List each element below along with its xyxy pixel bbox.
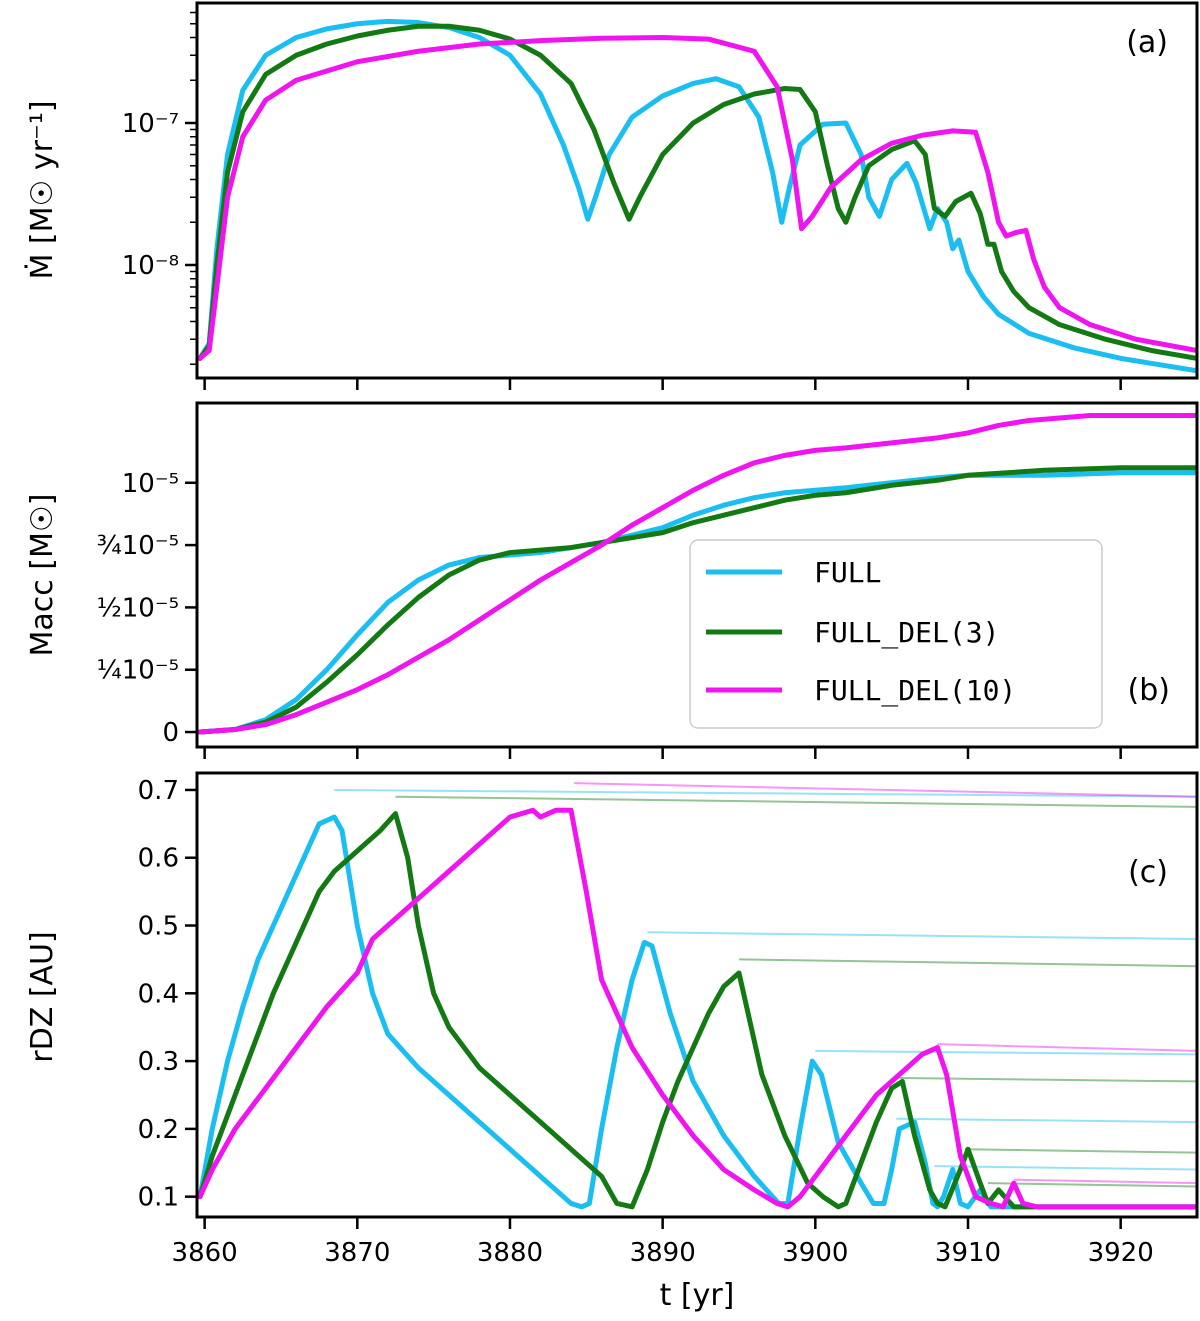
panel-a-tag: (a): [1126, 25, 1168, 60]
xtick-label-0: 3860: [172, 1238, 238, 1268]
ytick-label-c-1: 0.2: [138, 1115, 179, 1145]
plateau-trace-full-del-3-4: [987, 1182, 1197, 1188]
plateau-trace-full-del-3-0: [395, 795, 1197, 808]
x-axis-label: t [yr]: [660, 1278, 735, 1313]
legend: FULL FULL_DEL(3) FULL_DEL(10): [689, 539, 1103, 729]
panel-c-frame: [195, 771, 1199, 1219]
series-line-c-full-del-10: [197, 807, 1197, 1210]
ytick-label-b-0: 0: [162, 718, 179, 748]
ytick-label-c-2: 0.3: [138, 1047, 179, 1077]
series-line-b-full-del-10: [197, 412, 1197, 735]
series-line-c-full: [197, 814, 1197, 1210]
panel-b-tag: (b): [1128, 673, 1170, 708]
series-line-a-full-del-3: [197, 23, 1197, 361]
ytick-label-c-6: 0.7: [138, 776, 179, 806]
legend-frame: [689, 539, 1103, 729]
plateau-trace-full-del-3-1: [738, 958, 1197, 968]
series-line-a-full: [197, 18, 1197, 374]
xtick-label-5: 3910: [935, 1238, 1001, 1268]
plateau-trace-full-del-10-0: [574, 782, 1197, 798]
panel-c-ylabel: rDZ [AU]: [25, 931, 60, 1062]
series-line-a-full-del-10: [197, 35, 1197, 361]
panel-a: 10⁻⁸ 10⁻⁷ (a) Ṁ [M☉ yr⁻¹]: [24, 1, 1199, 390]
xtick-label-6: 3920: [1088, 1238, 1154, 1268]
panel-c-tag: (c): [1128, 855, 1168, 890]
plateau-trace-full-del-3-3: [964, 1148, 1197, 1154]
xtick-label-3: 3890: [630, 1238, 696, 1268]
xtick-label-2: 3880: [477, 1238, 543, 1268]
legend-label-full-del-3: FULL_DEL(3): [814, 616, 999, 650]
ytick-label-b-3: ¾10⁻⁵: [97, 531, 179, 561]
ytick-label-c-4: 0.5: [138, 912, 179, 942]
panel-b-ylabel: Macc [M☉]: [25, 494, 60, 657]
ytick-label-b-4: 10⁻⁵: [122, 469, 179, 499]
ytick-label-a-0: 10⁻⁸: [122, 251, 179, 281]
plateau-trace-full-del-10-1: [937, 1043, 1197, 1052]
ytick-label-c-5: 0.6: [138, 844, 179, 874]
series-line-b-full-del-3: [197, 465, 1197, 735]
panel-a-ylabel: Ṁ [M☉ yr⁻¹]: [24, 100, 60, 279]
plateau-trace-full-0: [334, 788, 1197, 798]
plateau-trace-full-4: [934, 1165, 1197, 1171]
panel-b: 0 ¼10⁻⁵ ½10⁻⁵ ¾10⁻⁵ 10⁻⁵ Macc [M☉] FULL FULL…: [25, 401, 1199, 759]
legend-label-full: FULL: [814, 556, 881, 589]
ytick-label-b-1: ¼10⁻⁵: [97, 656, 179, 686]
ytick-label-c-3: 0.4: [138, 979, 179, 1009]
ytick-label-b-2: ½10⁻⁵: [97, 593, 179, 623]
panel-c: 0.1 0.2 0.3 0.4 0.5 0.6 0.7 3860 3870 3880 3890 39…: [25, 771, 1199, 1313]
plateau-trace-full-del-3-2: [899, 1077, 1197, 1083]
xtick-label-4: 3900: [782, 1238, 848, 1268]
panel-a-frame: [195, 1, 1199, 380]
plateau-trace-full-3: [896, 1117, 1197, 1124]
legend-label-full-del-10: FULL_DEL(10): [814, 674, 1016, 708]
panel-b-frame: [195, 401, 1199, 749]
ytick-label-c-0: 0.1: [138, 1183, 179, 1213]
plateau-trace-full-2: [815, 1049, 1197, 1056]
ytick-label-a-1: 10⁻⁷: [122, 109, 179, 139]
xtick-label-1: 3870: [324, 1238, 390, 1268]
plateau-trace-full-del-10-2: [1013, 1178, 1197, 1185]
plateau-trace-full-1: [647, 931, 1197, 941]
